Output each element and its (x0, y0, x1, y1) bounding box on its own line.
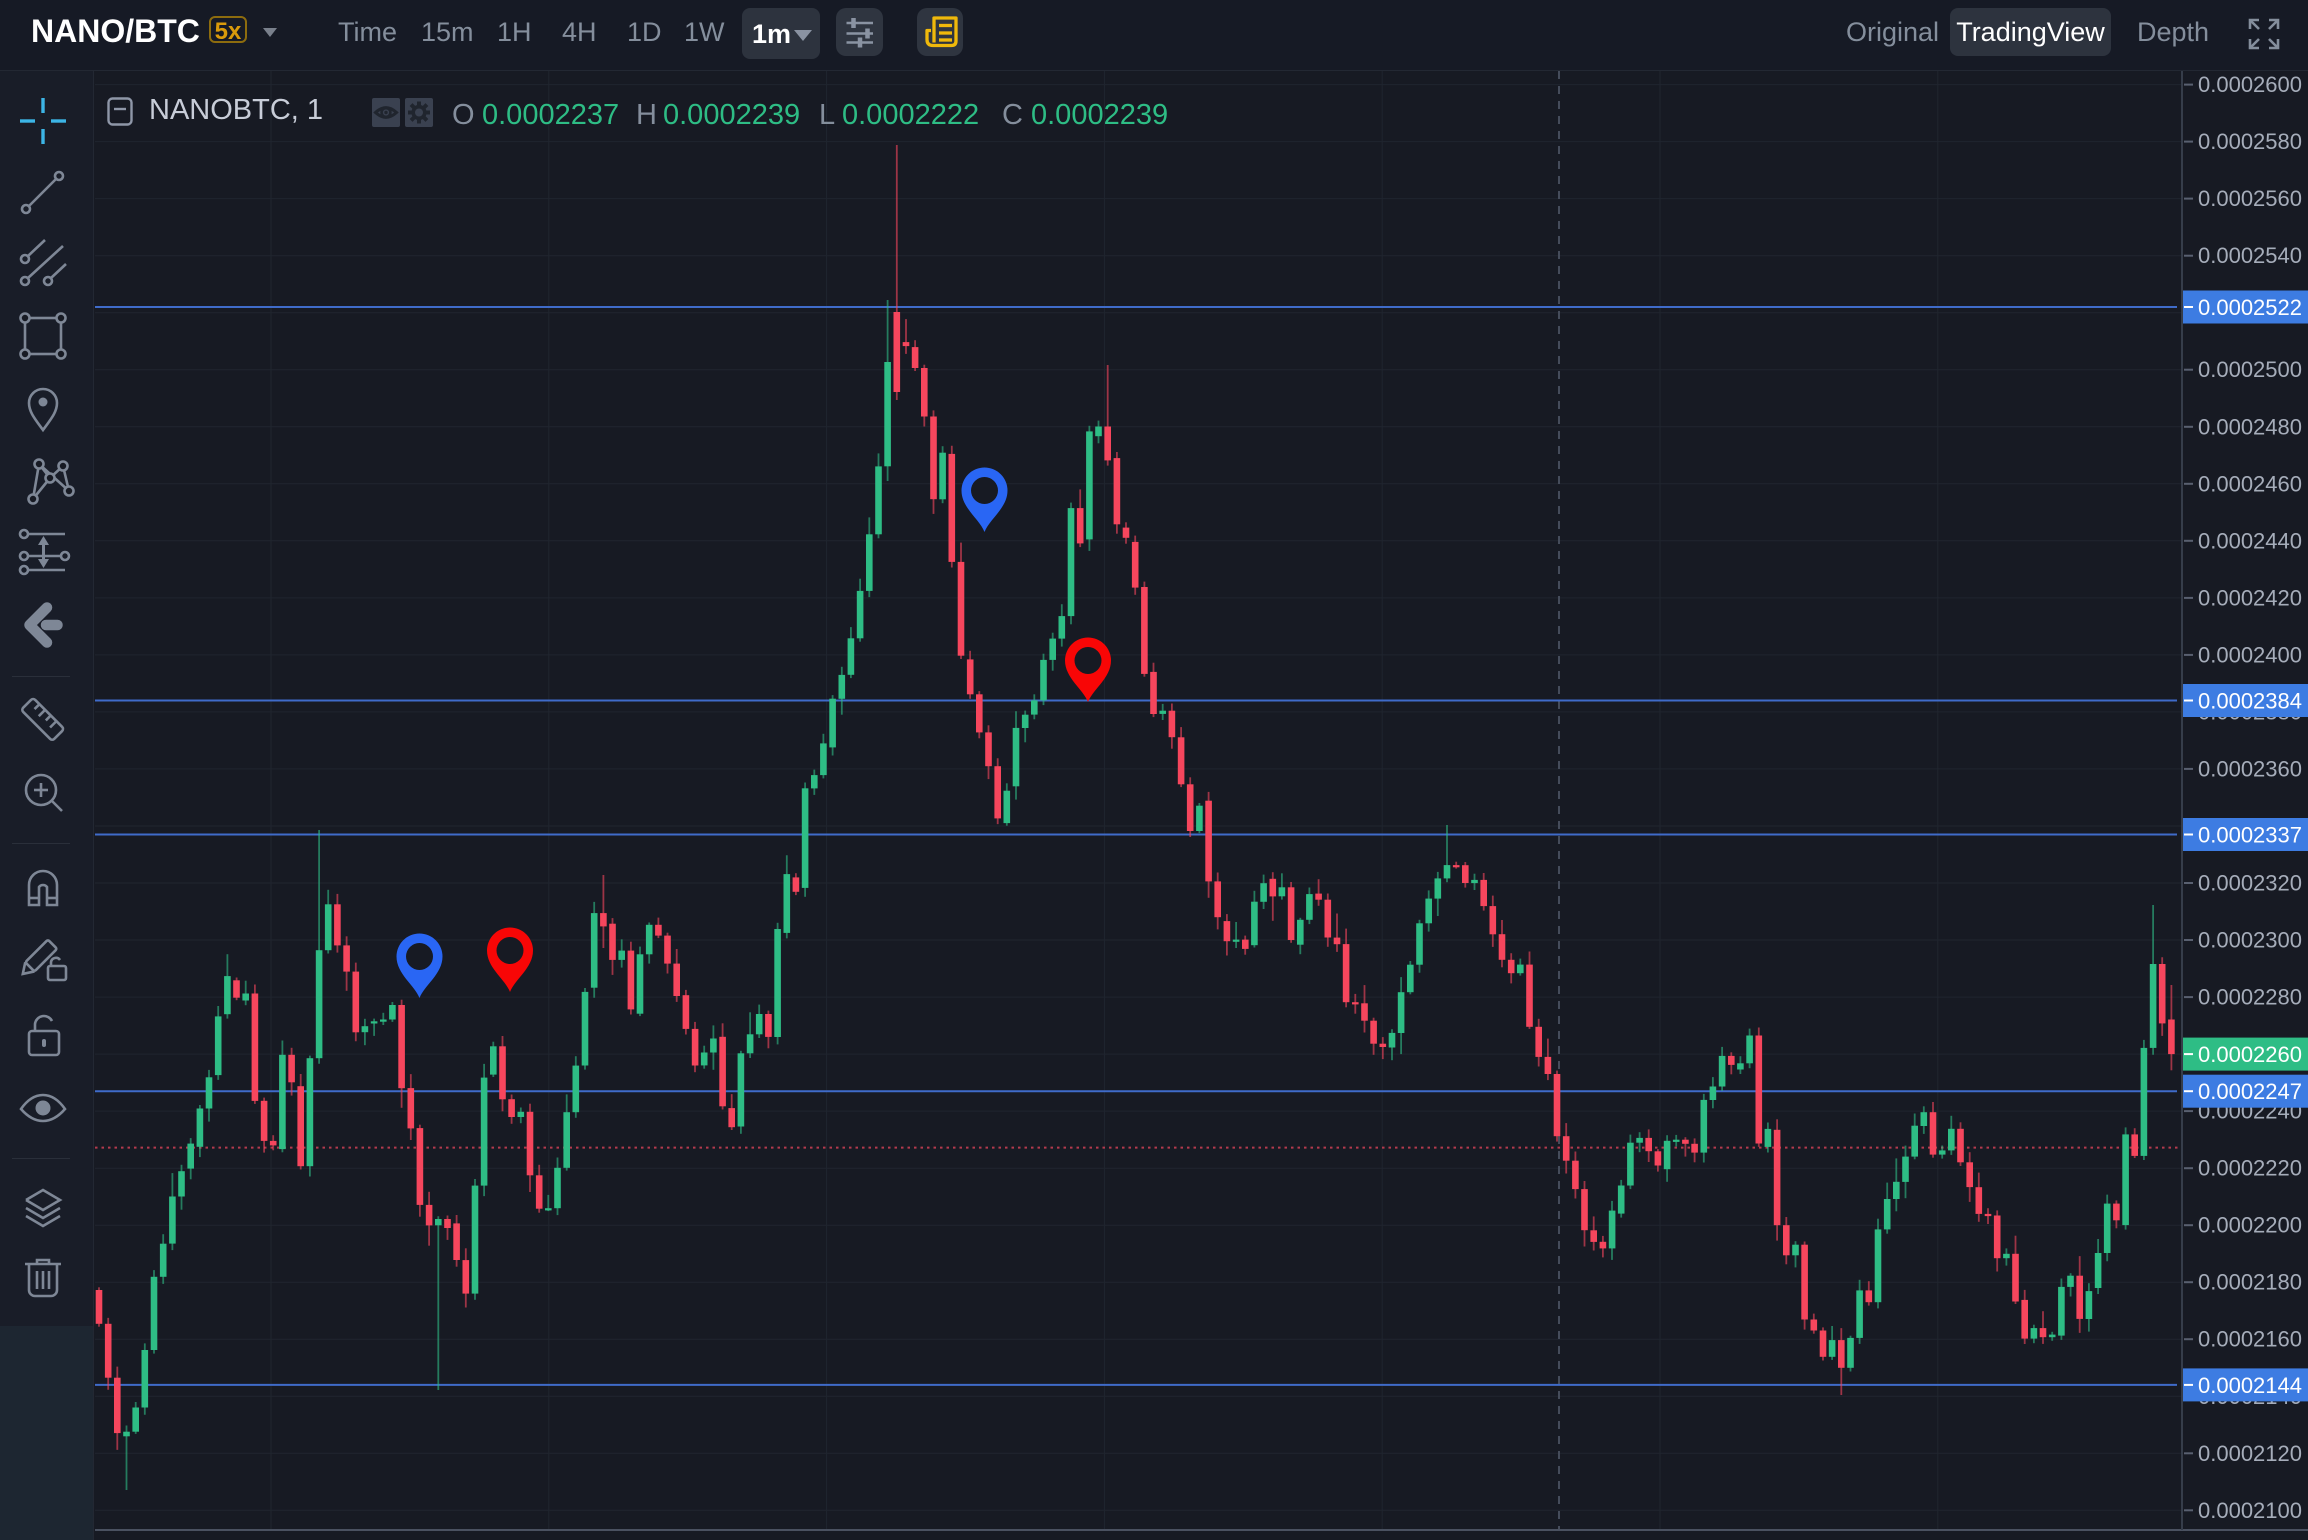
svg-text:0.0002120: 0.0002120 (2198, 1441, 2302, 1466)
svg-text:0.0002500: 0.0002500 (2198, 357, 2302, 382)
svg-text:0.0002560: 0.0002560 (2198, 186, 2302, 211)
svg-text:0.0002360: 0.0002360 (2198, 756, 2302, 781)
svg-text:0.0002280: 0.0002280 (2198, 985, 2302, 1010)
svg-text:0.0002144: 0.0002144 (2198, 1373, 2302, 1398)
svg-text:0.0002337: 0.0002337 (2198, 823, 2302, 848)
svg-text:0.0002440: 0.0002440 (2198, 528, 2302, 553)
svg-text:0.0002260: 0.0002260 (2198, 1042, 2302, 1067)
svg-text:0.0002460: 0.0002460 (2198, 471, 2302, 496)
svg-text:0.0002160: 0.0002160 (2198, 1327, 2302, 1352)
svg-text:0.0002320: 0.0002320 (2198, 871, 2302, 896)
svg-text:0.0002540: 0.0002540 (2198, 243, 2302, 268)
svg-text:0.0002200: 0.0002200 (2198, 1213, 2302, 1238)
svg-text:0.0002180: 0.0002180 (2198, 1270, 2302, 1295)
svg-text:0.0002522: 0.0002522 (2198, 295, 2302, 320)
svg-text:0.0002300: 0.0002300 (2198, 928, 2302, 953)
svg-text:0.0002247: 0.0002247 (2198, 1079, 2302, 1104)
svg-text:0.0002100: 0.0002100 (2198, 1498, 2302, 1523)
svg-text:0.0002600: 0.0002600 (2198, 72, 2302, 97)
svg-text:0.0002580: 0.0002580 (2198, 129, 2302, 154)
svg-text:0.0002400: 0.0002400 (2198, 642, 2302, 667)
svg-text:0.0002480: 0.0002480 (2198, 414, 2302, 439)
svg-text:0.0002220: 0.0002220 (2198, 1156, 2302, 1181)
svg-text:0.0002384: 0.0002384 (2198, 689, 2302, 714)
svg-text:0.0002420: 0.0002420 (2198, 585, 2302, 610)
